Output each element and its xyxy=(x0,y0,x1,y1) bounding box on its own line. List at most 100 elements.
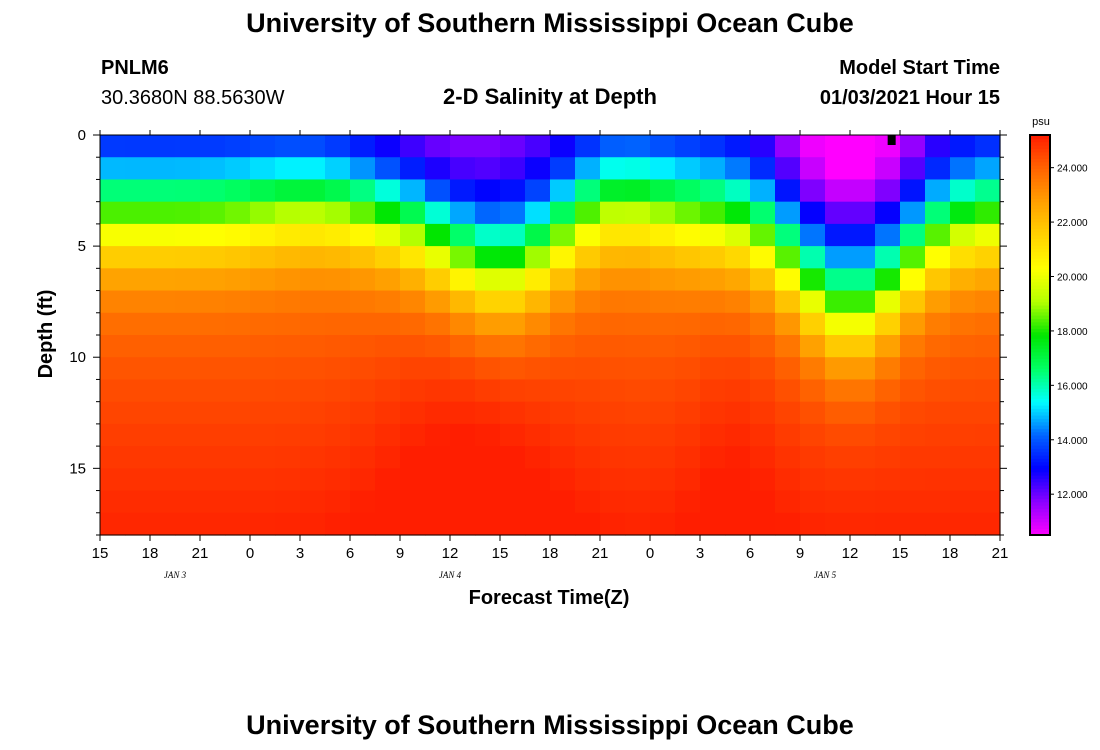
colorbar-segment xyxy=(1030,181,1050,186)
heatmap-cell xyxy=(850,246,876,269)
heatmap-cell xyxy=(750,312,776,336)
heatmap-cell xyxy=(200,401,226,425)
heatmap-cell xyxy=(900,223,926,247)
heatmap-cell xyxy=(150,512,176,536)
heatmap-cell xyxy=(750,268,776,292)
heatmap-cell xyxy=(450,468,476,492)
heatmap-cell xyxy=(100,157,126,181)
colorbar-segment xyxy=(1030,228,1050,233)
colorbar-segment xyxy=(1030,201,1050,206)
heatmap-cell xyxy=(525,468,551,492)
heatmap-cell xyxy=(575,446,601,469)
colorbar-segment xyxy=(1030,415,1050,419)
heatmap-cell xyxy=(450,401,476,425)
colorbar-segment xyxy=(1030,491,1050,496)
heatmap-cell xyxy=(700,357,726,381)
heatmap-cell xyxy=(700,468,726,492)
heatmap-cell xyxy=(550,490,576,514)
colorbar-segment xyxy=(1030,391,1050,396)
heatmap-cell xyxy=(625,401,651,425)
heatmap-cell xyxy=(925,512,951,536)
colorbar-segment xyxy=(1030,208,1050,213)
heatmap-cell xyxy=(850,335,876,358)
heatmap-cell xyxy=(150,401,176,425)
heatmap-cell xyxy=(350,401,376,425)
heatmap-cell xyxy=(900,379,926,403)
heatmap-cell xyxy=(925,223,951,247)
heatmap-cell xyxy=(425,312,451,336)
heatmap-cell xyxy=(850,201,876,225)
heatmap-cell xyxy=(700,312,726,336)
heatmap-cell xyxy=(900,401,926,425)
heatmap-cell xyxy=(425,268,451,292)
heatmap-cell xyxy=(750,423,776,447)
heatmap-cell xyxy=(300,179,326,203)
colorbar-segment xyxy=(1030,335,1050,339)
heatmap-cell xyxy=(275,490,301,514)
heatmap-cell xyxy=(175,312,201,336)
heatmap-cell xyxy=(825,268,851,292)
heatmap-cell xyxy=(475,357,501,381)
heatmap-cell xyxy=(150,446,176,469)
heatmap-cell xyxy=(850,401,876,425)
heatmap-cell xyxy=(225,423,251,447)
heatmap-cell xyxy=(500,157,526,181)
heatmap-cell xyxy=(100,357,126,381)
heatmap-cell xyxy=(475,512,501,536)
heatmap-cell xyxy=(725,401,751,425)
heatmap-cell xyxy=(700,423,726,447)
heatmap-cell xyxy=(500,246,526,269)
colorbar-segment xyxy=(1030,531,1050,536)
colorbar-segment xyxy=(1030,395,1050,399)
heatmap-cell xyxy=(875,357,901,381)
colorbar-segment xyxy=(1030,188,1050,193)
heatmap-cell xyxy=(525,512,551,536)
heatmap-cell xyxy=(450,179,476,203)
heatmap-cell xyxy=(875,490,901,514)
heatmap-cell xyxy=(175,135,201,158)
heatmap-cell xyxy=(425,468,451,492)
heatmap-cell xyxy=(950,468,976,492)
heatmap-cell xyxy=(950,379,976,403)
heatmap-cell xyxy=(975,268,1001,292)
heatmap-cell xyxy=(525,357,551,381)
colorbar-segment xyxy=(1030,358,1050,363)
heatmap-cell xyxy=(150,157,176,181)
heatmap-cell xyxy=(925,179,951,203)
colorbar-segment xyxy=(1030,455,1050,459)
heatmap-cell xyxy=(825,401,851,425)
heatmap-cell xyxy=(675,157,701,181)
heatmap-cell xyxy=(125,223,151,247)
heatmap-cell xyxy=(250,423,276,447)
heatmap-cell xyxy=(375,223,401,247)
heatmap-cell xyxy=(750,401,776,425)
heatmap-cell xyxy=(675,223,701,247)
colorbar-segment xyxy=(1030,141,1050,146)
heatmap-cell xyxy=(250,179,276,203)
heatmap-cell xyxy=(425,246,451,269)
heatmap-cell xyxy=(625,446,651,469)
heatmap-cell xyxy=(700,157,726,181)
colorbar-segment xyxy=(1030,355,1050,359)
heatmap-cell xyxy=(800,223,826,247)
heatmap-cell xyxy=(400,357,426,381)
heatmap-cell xyxy=(125,357,151,381)
heatmap-cell xyxy=(500,357,526,381)
heatmap-cell xyxy=(225,357,251,381)
heatmap-cell xyxy=(150,201,176,225)
heatmap-cell xyxy=(175,335,201,358)
heatmap-cell xyxy=(175,201,201,225)
heatmap-cell xyxy=(125,446,151,469)
heatmap-cell xyxy=(975,335,1001,358)
heatmap-cell xyxy=(300,246,326,269)
heatmap-cell xyxy=(975,290,1001,314)
heatmap-cell xyxy=(575,468,601,492)
heatmap-cell xyxy=(525,401,551,425)
colorbar-segment xyxy=(1030,471,1050,476)
heatmap-cell xyxy=(100,423,126,447)
colorbar-segment xyxy=(1030,331,1050,336)
colorbar-segment xyxy=(1030,375,1050,379)
heatmap-cell xyxy=(500,512,526,536)
heatmap-cell xyxy=(800,179,826,203)
x-day-label: JAN 4 xyxy=(439,570,462,580)
